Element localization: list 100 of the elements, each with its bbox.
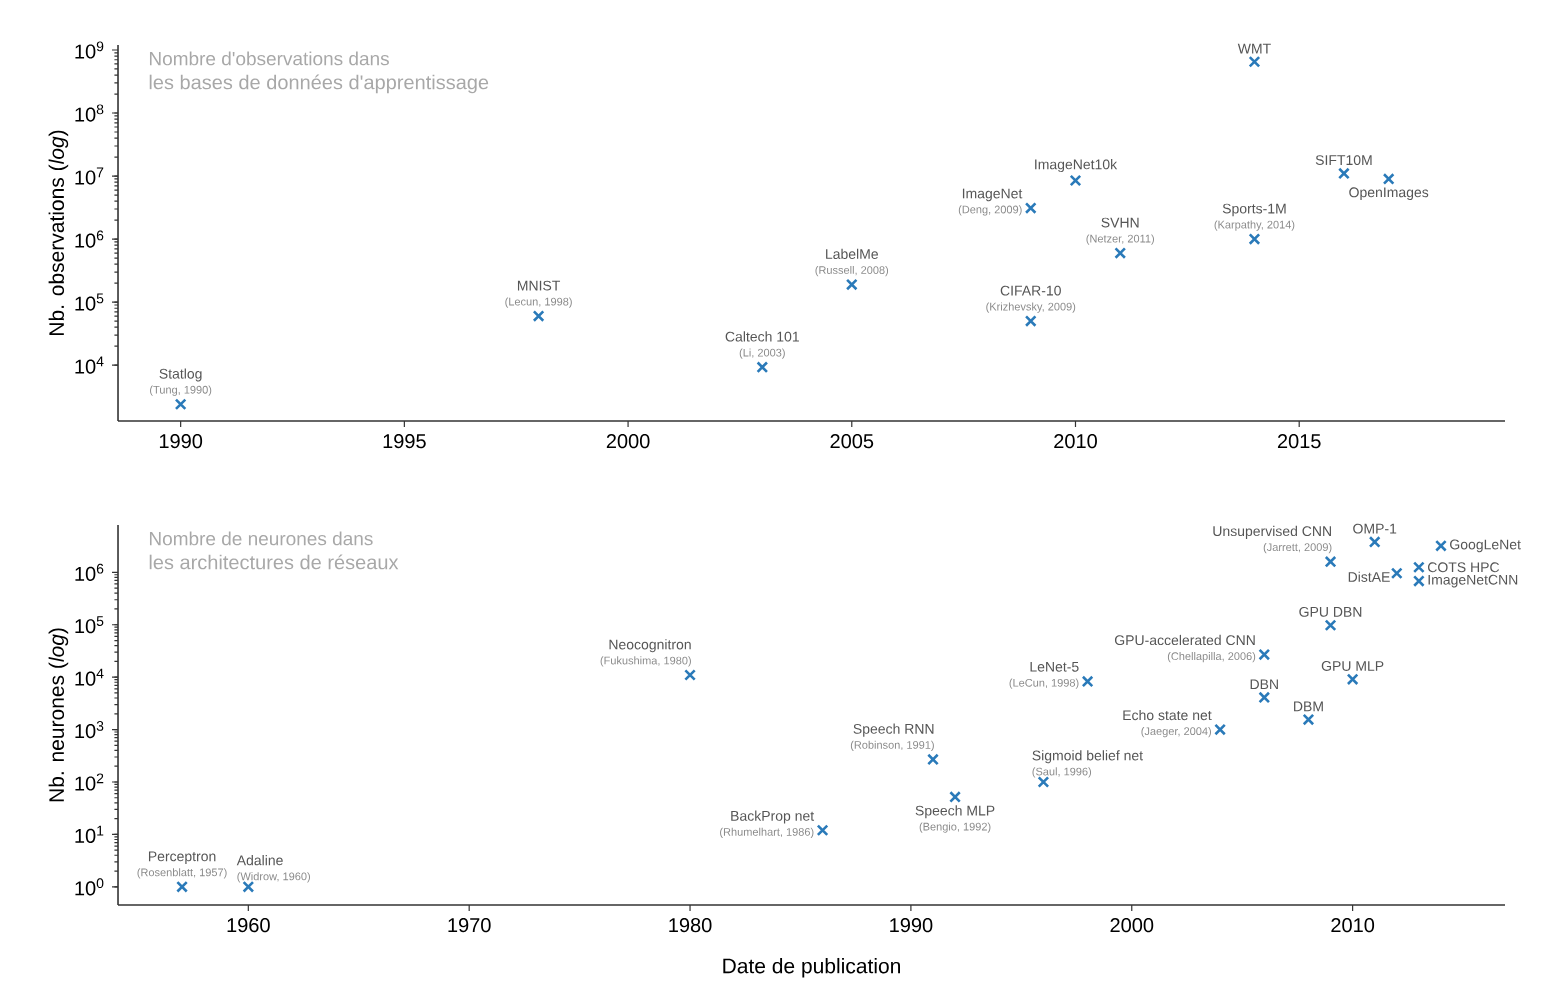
point: [1248, 55, 1261, 68]
x-tick-label: 2010: [1054, 434, 1097, 449]
annotation: ImageNetCNN: [1428, 574, 1518, 588]
x-tick-label: 1990: [159, 434, 203, 449]
annotation: OMP-1: [1353, 523, 1397, 534]
annotation: GPU DBN: [1299, 606, 1362, 617]
y-tick-label: 10$^{5}$: [75, 293, 104, 311]
annotation: Statlog: [159, 368, 202, 382]
point: [1368, 535, 1381, 548]
y-axis-title: Nb. observations (log): [48, 130, 69, 335]
point: [949, 790, 962, 803]
y-tick-label: 10$^{0}$: [75, 878, 104, 896]
point: [1435, 539, 1447, 552]
annotation: WMT: [1237, 43, 1271, 54]
annotation: ImageNet10k: [1035, 159, 1118, 173]
point: [1024, 202, 1037, 215]
annotation: (Li, 2003): [739, 348, 785, 359]
annotation: Speech MLP: [915, 805, 995, 819]
annotation: Sigmoid belief net: [1032, 750, 1143, 764]
annotation: (Netzer, 2011): [1086, 234, 1154, 245]
point: [1081, 675, 1094, 688]
annotation: DistAE: [1348, 571, 1390, 582]
annotation: (LeCun, 1998): [1009, 678, 1079, 689]
point: [1214, 723, 1227, 736]
point: [1302, 713, 1315, 726]
annotation: Neocognitron: [609, 639, 691, 653]
point: [1024, 315, 1037, 328]
annotation: (Fukushima, 1980): [600, 656, 691, 667]
x-tick-label: 2010: [1331, 918, 1375, 933]
annotation: (Deng, 2009): [958, 205, 1022, 216]
text: les architectures de réseaux: [149, 554, 399, 570]
point: [1114, 247, 1127, 260]
point: [756, 361, 769, 374]
chart-title: Nombre d'observations dans: [149, 51, 389, 66]
point: [174, 398, 187, 411]
annotation: COTS HPC: [1428, 562, 1500, 573]
point: [1412, 575, 1425, 588]
y-tick-label: 10$^{6}$: [75, 563, 104, 581]
x-tick-label: 2005: [830, 434, 874, 449]
annotation: (Rhumelhart, 1986): [720, 827, 814, 838]
point: [1412, 561, 1425, 574]
annotation: LeNet-5: [1030, 661, 1079, 672]
annotation: MNIST: [517, 280, 561, 291]
point: [816, 824, 829, 837]
point: [1382, 172, 1395, 185]
y-tick-label: 10$^{8}$: [75, 104, 104, 122]
annotation: OpenImages: [1349, 187, 1429, 201]
y-tick-label: 10$^{9}$: [75, 41, 104, 59]
y-tick-label: 10$^{5}$: [75, 616, 104, 634]
point: [845, 278, 858, 291]
point: [1324, 619, 1337, 632]
point: [532, 310, 545, 323]
annotation: (Widrow, 1960): [237, 872, 310, 883]
annotation: (Jarrett, 2009): [1263, 542, 1332, 554]
annotation: (Tung, 1990): [150, 385, 212, 396]
x-tick-label: 1970: [448, 918, 491, 933]
annotation: (Lecun, 1998): [505, 297, 572, 308]
x-tick-label: 1980: [669, 918, 712, 933]
point: [1258, 691, 1271, 704]
annotation: (Krizhevsky, 2009): [986, 302, 1076, 313]
point: [1069, 174, 1082, 187]
annotation: SIFT10M: [1315, 155, 1372, 166]
annotation: GPU MLP: [1321, 661, 1384, 671]
point: [1324, 555, 1337, 568]
x-tick-label: 1960: [227, 918, 270, 933]
annotation: ImageNet: [962, 188, 1023, 202]
annotation: GPU-accelerated CNN: [1114, 634, 1255, 646]
annotation: Caltech 101: [725, 331, 799, 342]
point: [1337, 167, 1350, 180]
x-tick-label: 2015: [1277, 434, 1321, 449]
annotation: GoogLeNet: [1450, 539, 1521, 553]
text: les bases de données d'apprentissage: [149, 74, 489, 94]
point: [1258, 648, 1271, 661]
annotation: BackProp net: [731, 810, 815, 824]
y-tick-label: 10$^{6}$: [75, 230, 104, 248]
annotation: (Karpathy, 2014): [1214, 220, 1295, 231]
annotation: (Russell, 2008): [815, 265, 889, 277]
point: [176, 880, 189, 893]
x-axis-title: Date de publication: [723, 957, 900, 978]
annotation: (Saul, 1996): [1032, 767, 1092, 778]
point: [684, 669, 697, 681]
y-tick-label: 10$^{3}$: [75, 720, 104, 739]
annotation: (Robinson, 1991): [850, 740, 934, 751]
annotation: Sports-1M: [1222, 203, 1286, 217]
annotation: SVHN: [1101, 217, 1139, 228]
annotation: Speech RNN: [853, 723, 934, 737]
annotation: Adaline: [236, 855, 283, 866]
point: [1390, 567, 1403, 580]
x-tick-label: 2000: [606, 434, 650, 449]
annotation: Unsupervised CNN: [1213, 525, 1331, 539]
annotation: DBM: [1294, 701, 1323, 712]
x-tick-label: 1995: [383, 434, 426, 449]
annotation: (Chellapilla, 2006): [1167, 652, 1256, 663]
annotation: (Jaeger, 2004): [1141, 727, 1211, 738]
y-tick-label: 10$^{1}$: [75, 825, 104, 843]
x-tick-label: 2000: [1110, 918, 1154, 933]
point: [927, 753, 939, 766]
annotation: DBN: [1250, 679, 1278, 690]
annotation: Echo state net: [1123, 709, 1212, 721]
annotation: LabelMe: [826, 248, 878, 259]
